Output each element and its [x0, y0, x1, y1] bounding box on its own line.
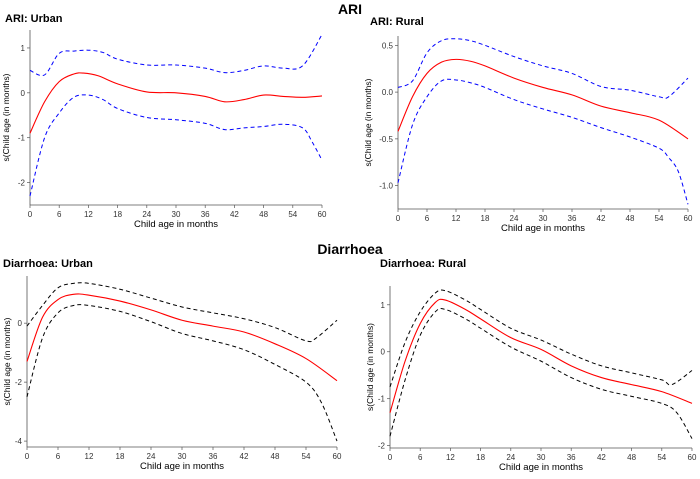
- panel-title: Diarrhoea: Rural: [380, 258, 466, 270]
- x-tick-label: 42: [240, 452, 249, 461]
- x-tick-label: 36: [568, 214, 577, 223]
- x-tick-label: 36: [201, 210, 210, 219]
- x-tick-label: 54: [288, 210, 297, 219]
- x-tick-label: 60: [318, 210, 327, 219]
- x-tick-label: 12: [452, 214, 461, 223]
- y-axis-label: s(Child age (in months): [363, 78, 373, 166]
- y-tick-label: 0.5: [382, 41, 394, 50]
- x-tick-label: 48: [627, 453, 636, 462]
- x-tick-label: 48: [259, 210, 268, 219]
- x-axis-label: Child age in months: [134, 219, 218, 230]
- panel-title: ARI: Rural: [370, 16, 424, 28]
- y-tick-label: -1.0: [379, 182, 393, 191]
- x-tick-label: 48: [271, 452, 280, 461]
- chart-panel-1: ARI: Urban 0 6 12 18 24 30 36 42 48 54 60 -2 -1 0 1 Chil…: [1, 13, 327, 230]
- series-line-upper: [389, 289, 693, 388]
- x-tick-label: 30: [178, 452, 187, 461]
- x-tick-label: 24: [506, 453, 515, 462]
- x-tick-label: 24: [510, 214, 519, 223]
- x-tick-label: 12: [446, 453, 455, 462]
- y-axis-label: s(Child age (in months): [1, 73, 11, 161]
- x-tick-label: 0: [388, 453, 393, 462]
- y-tick-label: 1: [21, 44, 26, 53]
- y-tick-label: 0: [21, 89, 26, 98]
- x-tick-label: 54: [657, 453, 666, 462]
- x-tick-label: 6: [418, 453, 423, 462]
- series-line-upper: [26, 282, 338, 343]
- x-tick-label: 42: [597, 214, 606, 223]
- y-tick-label: -2: [18, 179, 26, 188]
- x-tick-label: 6: [56, 452, 61, 461]
- x-tick-label: 18: [116, 452, 125, 461]
- series-line-estimate: [29, 72, 323, 134]
- x-tick-label: 6: [425, 214, 430, 223]
- x-tick-label: 54: [655, 214, 664, 223]
- x-tick-label: 30: [537, 453, 546, 462]
- series-line-lower: [29, 94, 323, 197]
- x-tick-label: 54: [302, 452, 311, 461]
- x-tick-label: 6: [57, 210, 62, 219]
- chart-panel-2: ARI: Rural 0 6 12 18 24 30 36 42 48 54 60 -1.0 -0.5 0.…: [363, 16, 693, 234]
- x-tick-label: 18: [481, 214, 490, 223]
- x-axis-label: Child age in months: [499, 462, 583, 473]
- y-axis-label: s(Child age (in months): [365, 323, 375, 411]
- panel-title: ARI: Urban: [5, 13, 63, 25]
- panel-title: Diarrhoea: Urban: [3, 258, 93, 270]
- section-title-diarrhoea: Diarrhoea: [317, 241, 383, 257]
- x-tick-label: 42: [597, 453, 606, 462]
- x-tick-label: 30: [172, 210, 181, 219]
- series-line-lower: [397, 78, 689, 205]
- chart-panel-3: Diarrhoea: Urban 0 6 12 18 24 30 36 42 48 54 60 -4 -2…: [2, 258, 342, 472]
- x-tick-label: 18: [476, 453, 485, 462]
- series-line-estimate: [26, 293, 338, 382]
- x-tick-label: 0: [25, 452, 30, 461]
- y-tick-label: -2: [378, 442, 386, 451]
- x-tick-label: 30: [539, 214, 548, 223]
- series-line-lower: [26, 304, 338, 442]
- y-tick-label: -1: [18, 134, 26, 143]
- chart-panel-4: Diarrhoea: Rural 0 6 12 18 24 30 36 42 48 54 60 -2 -1…: [365, 258, 697, 473]
- x-tick-label: 48: [626, 214, 635, 223]
- x-tick-label: 60: [333, 452, 342, 461]
- x-tick-label: 12: [84, 210, 93, 219]
- x-tick-label: 24: [147, 452, 156, 461]
- series-line-lower: [389, 308, 693, 439]
- x-tick-label: 24: [142, 210, 151, 219]
- x-tick-label: 36: [209, 452, 218, 461]
- y-tick-label: -1: [378, 395, 386, 404]
- x-tick-label: 60: [684, 214, 693, 223]
- y-tick-label: 1: [381, 301, 386, 310]
- y-tick-label: 0: [18, 319, 23, 328]
- x-tick-label: 18: [113, 210, 122, 219]
- x-tick-label: 0: [396, 214, 401, 223]
- y-tick-label: 0: [381, 348, 386, 357]
- y-tick-label: -2: [15, 378, 23, 387]
- section-title-ari: ARI: [338, 1, 362, 17]
- x-tick-label: 0: [28, 210, 33, 219]
- x-tick-label: 12: [85, 452, 94, 461]
- y-tick-label: -0.5: [379, 135, 393, 144]
- series-line-estimate: [389, 298, 693, 413]
- series-line-upper: [29, 34, 323, 77]
- x-tick-label: 42: [230, 210, 239, 219]
- x-tick-label: 36: [567, 453, 576, 462]
- series-line-upper: [397, 38, 689, 99]
- y-tick-label: -4: [15, 437, 23, 446]
- x-axis-label: Child age in months: [140, 461, 224, 472]
- y-tick-label: 0.0: [382, 88, 394, 97]
- x-tick-label: 60: [688, 453, 697, 462]
- x-axis-label: Child age in months: [501, 223, 585, 234]
- series-line-estimate: [397, 58, 689, 140]
- y-axis-label: s(Child age (in months): [2, 317, 12, 405]
